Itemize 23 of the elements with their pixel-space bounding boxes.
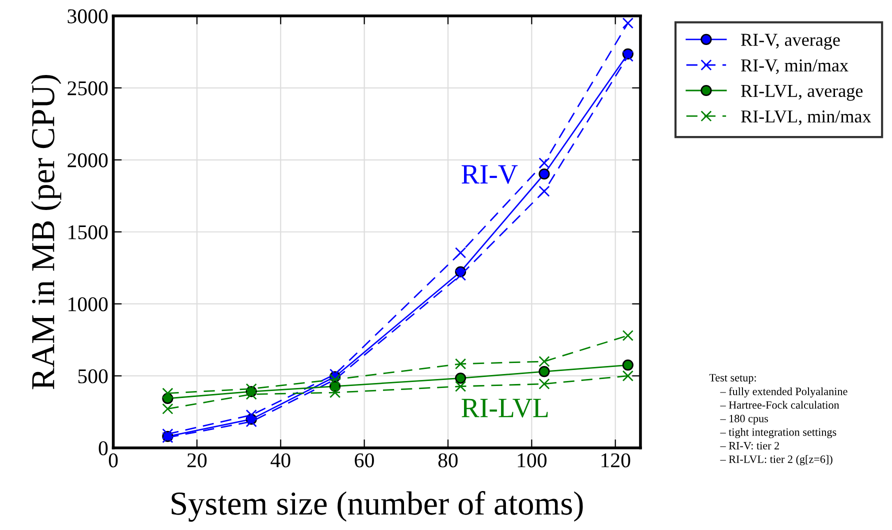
y-tick-label: 500 bbox=[78, 369, 108, 384]
annotation: RI-LVL bbox=[462, 398, 548, 418]
text: Test setup: – fully extended Polyalanine – Hartree-Fock calculation – 180 cpus – tight integration settings – RI-V: tier 2 – RI-LVL: tier 2 (g[z=6]) bbox=[709, 374, 848, 466]
annotation: RI-V bbox=[462, 165, 518, 184]
y-tick-label: 2000 bbox=[68, 153, 108, 168]
y-tick-label: 2500 bbox=[68, 81, 108, 96]
legend-label: RI-LVL, min/max bbox=[741, 110, 872, 126]
legend-label: RI-LVL, average bbox=[741, 85, 863, 101]
x-tick-label: 60 bbox=[354, 453, 374, 468]
y-tick-label: 1500 bbox=[68, 225, 108, 240]
legend-label: RI-V, min/max bbox=[741, 59, 848, 74]
x-tick-label: 80 bbox=[438, 453, 458, 468]
y-axis-title: RAM in MB (per CPU) bbox=[30, 75, 62, 390]
y-tick-label: 0 bbox=[98, 441, 108, 456]
x-tick-label: 40 bbox=[270, 453, 290, 468]
x-tick-label: 0 bbox=[108, 453, 118, 468]
x-tick-label: 120 bbox=[602, 453, 630, 468]
x-axis-title: System size (number of atoms) bbox=[172, 491, 583, 522]
legend-label: RI-V, average bbox=[741, 34, 840, 50]
y-tick-label: 1000 bbox=[68, 297, 108, 312]
y-tick-label: 3000 bbox=[68, 9, 108, 24]
x-tick-label: 100 bbox=[518, 453, 547, 468]
x-tick-label: 20 bbox=[187, 453, 207, 468]
